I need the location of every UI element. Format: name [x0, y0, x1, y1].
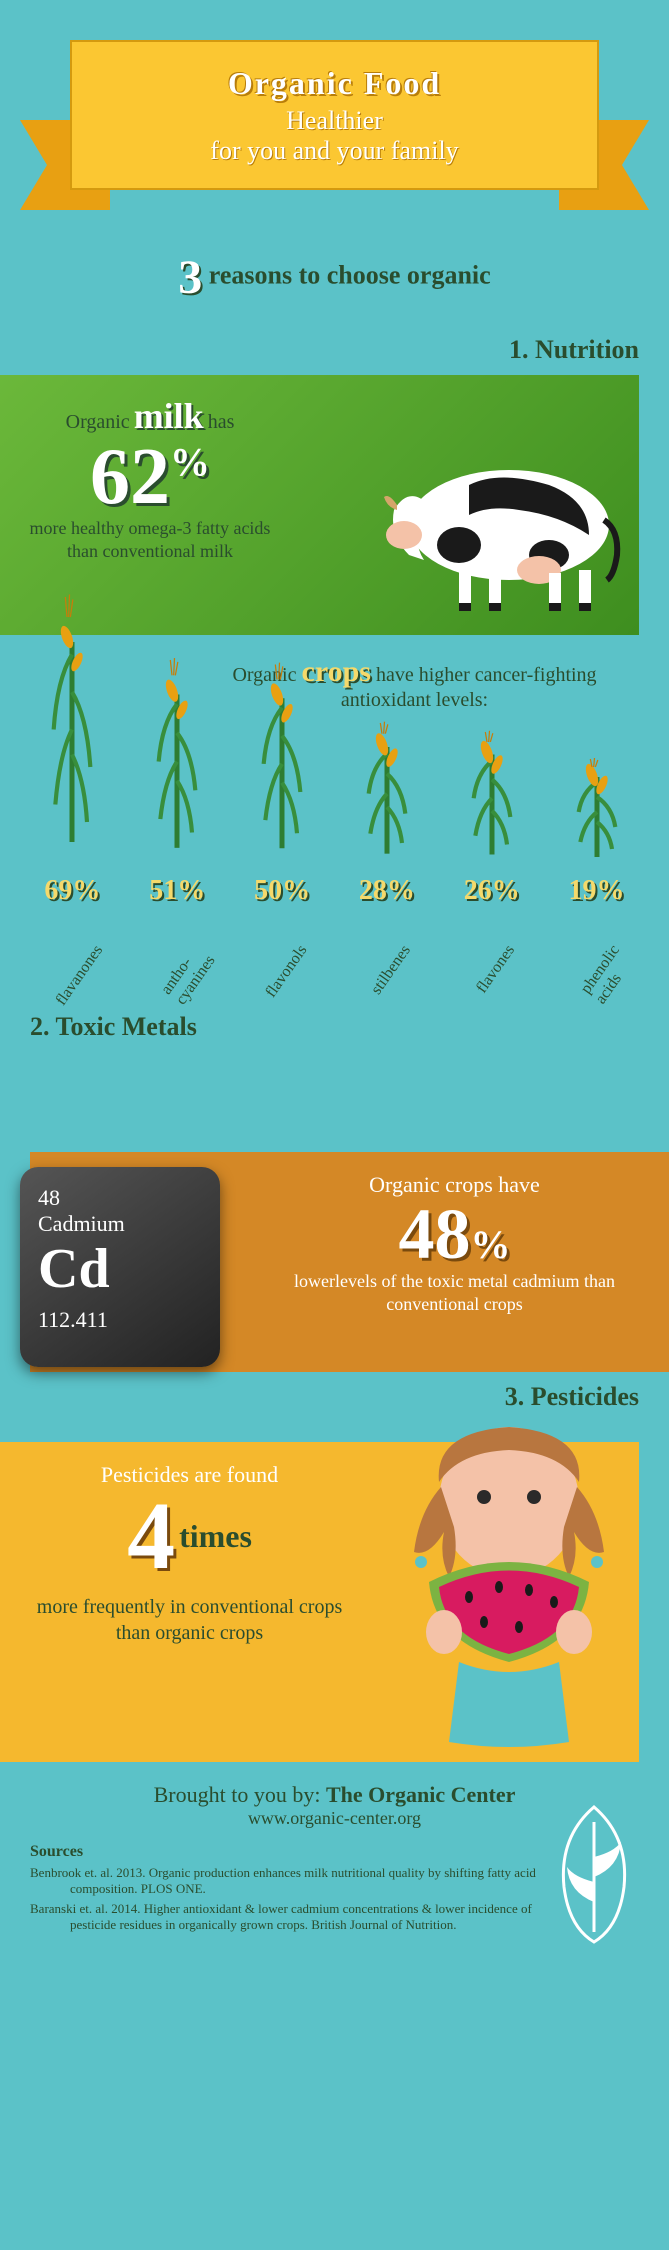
- cow-icon: [349, 415, 629, 615]
- element-name: Cadmium: [38, 1211, 202, 1237]
- crop-percent: 51%: [149, 875, 205, 907]
- corn-plant-icon: [572, 747, 622, 867]
- toxic-panel: 48 Cadmium Cd 112.411 Organic crops have…: [30, 1152, 669, 1372]
- pest-description: more frequently in conventional crops th…: [20, 1594, 359, 1646]
- pest-heading: Pesticides are found: [20, 1462, 359, 1488]
- pest-number: 4: [127, 1488, 175, 1584]
- footer: Brought to you by: The Organic Center ww…: [0, 1762, 669, 1957]
- crop-bar-item: 51% antho-cyanines: [127, 637, 227, 1002]
- crop-bar-item: 50% flavonols: [232, 642, 332, 1002]
- crop-percent: 50%: [254, 875, 310, 907]
- section-1-title: 1. Nutrition: [0, 325, 669, 375]
- source-citation: Baranski et. al. 2014. Higher antioxidan…: [30, 1901, 550, 1933]
- cadmium-element-tile: 48 Cadmium Cd 112.411: [20, 1167, 220, 1367]
- corn-plant-icon: [362, 707, 412, 867]
- toxic-description: lowerlevels of the toxic metal cadmium t…: [260, 1270, 649, 1317]
- crop-bar-item: 28% stilbenes: [337, 707, 437, 1002]
- corn-plant-icon: [152, 637, 202, 867]
- corn-plant-icon: [47, 567, 97, 867]
- leaf-logo-icon: [539, 1797, 649, 1947]
- title-main: Organic Food: [228, 65, 441, 102]
- milk-suffix: has: [208, 411, 235, 433]
- pesticides-panel: Pesticides are found 4 times more freque…: [0, 1442, 639, 1762]
- milk-percent: 62%: [20, 437, 280, 517]
- crop-percent: 19%: [569, 875, 625, 907]
- crop-bar-item: 26% flavones: [442, 717, 542, 1002]
- title-sub2: for you and your family: [210, 136, 458, 166]
- title-sub1: Healthier: [286, 106, 383, 136]
- source-citation: Benbrook et. al. 2013. Organic productio…: [30, 1865, 550, 1897]
- crop-percent: 28%: [359, 875, 415, 907]
- crop-bar-item: 19% phenolicacids: [547, 747, 647, 1002]
- element-symbol: Cd: [38, 1237, 202, 1301]
- milk-description: more healthy omega-3 fatty acids than co…: [20, 517, 280, 564]
- girl-watermelon-icon: [359, 1382, 659, 1762]
- crops-bar-chart: 69% flavanones 51% antho-cyanines: [0, 642, 669, 1002]
- corn-plant-icon: [467, 717, 517, 867]
- infographic: Organic Food Healthier for you and your …: [0, 0, 669, 1977]
- crop-bar-item: 69% flavanones: [22, 567, 122, 1002]
- crop-percent: 69%: [44, 875, 100, 907]
- element-number: 48: [38, 1185, 202, 1211]
- element-mass: 112.411: [38, 1307, 202, 1333]
- milk-emphasis: milk: [134, 396, 204, 436]
- pest-times: times: [179, 1518, 252, 1555]
- toxic-percent: 48%: [260, 1198, 649, 1270]
- milk-prefix: Organic: [66, 411, 130, 433]
- crop-percent: 26%: [464, 875, 520, 907]
- corn-plant-icon: [257, 642, 307, 867]
- title-banner: Organic Food Healthier for you and your …: [0, 0, 669, 280]
